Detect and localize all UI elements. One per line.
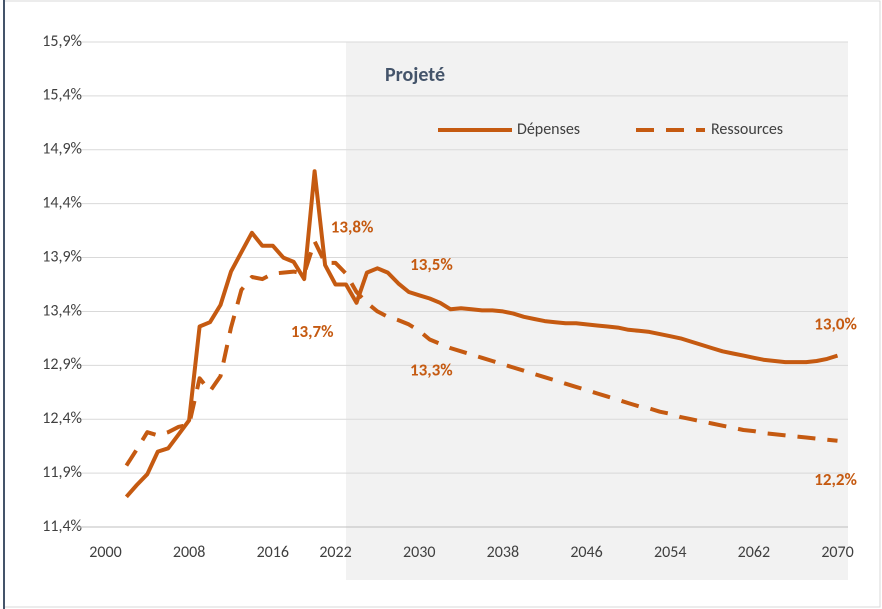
y-tick-label: 15,9% [42, 32, 82, 51]
x-tick-label: 2070 [821, 543, 853, 562]
x-tick-label: 2000 [89, 543, 121, 562]
legend-label: Dépenses [517, 120, 580, 139]
y-tick-label: 13,9% [42, 247, 82, 266]
legend-label: Ressources [711, 120, 783, 139]
y-tick-label: 14,4% [42, 193, 82, 212]
y-tick-label: 14,9% [42, 140, 82, 159]
annotation: 13,5% [410, 254, 453, 275]
x-tick-label: 2030 [403, 543, 435, 562]
annotation: 13,7% [291, 321, 334, 342]
y-tick-label: 12,9% [42, 355, 82, 374]
x-tick-label: 2054 [654, 543, 686, 562]
annotation: 13,3% [410, 359, 453, 380]
annotation: 13,0% [814, 314, 857, 335]
y-tick-label: 12,4% [42, 409, 82, 428]
x-tick-label: 2038 [487, 543, 519, 562]
y-tick-label: 11,4% [42, 517, 82, 536]
series-line [124, 239, 838, 467]
series-line [124, 169, 839, 499]
x-tick-label: 2016 [257, 543, 289, 562]
x-tick-label: 2008 [173, 543, 205, 562]
annotation: 13,8% [331, 216, 374, 237]
y-tick-label: 13,4% [42, 301, 82, 320]
x-tick-label: 2046 [570, 543, 602, 562]
annotation: 12,2% [814, 469, 857, 490]
y-tick-label: 15,4% [42, 86, 82, 105]
y-tick-label: 11,9% [42, 463, 82, 482]
x-tick-label: 2022 [319, 543, 351, 562]
projection-label: Projeté [385, 63, 445, 87]
x-tick-label: 2062 [738, 543, 770, 562]
